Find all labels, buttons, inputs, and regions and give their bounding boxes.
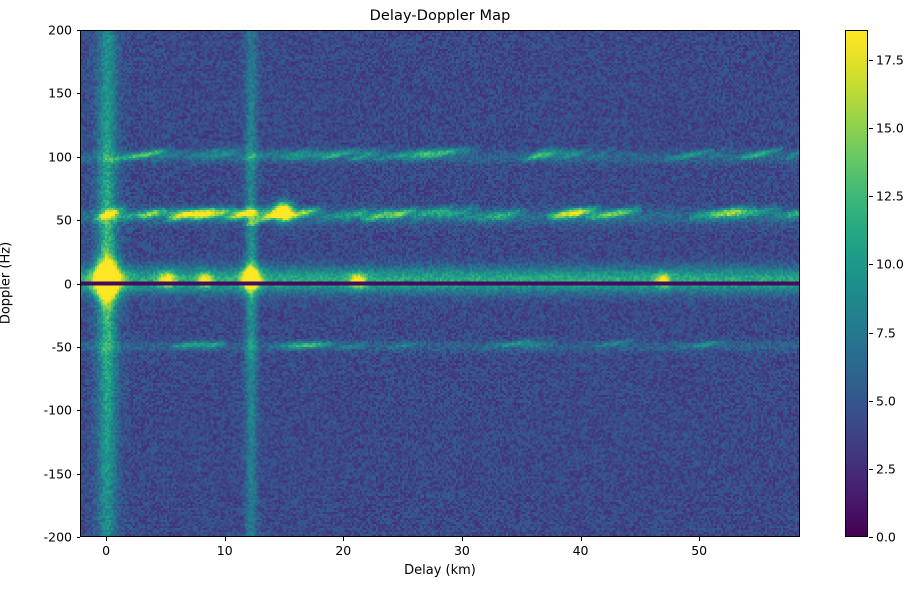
colorbar-tick-label: 7.5: [876, 325, 896, 341]
x-tick-label: 50: [691, 543, 708, 558]
delay-doppler-heatmap: [81, 31, 799, 536]
colorbar-tick-mark: [869, 332, 873, 334]
y-tick-mark: [76, 156, 80, 158]
x-tick-mark: [461, 537, 463, 541]
colorbar-tick-mark: [869, 264, 873, 266]
y-tick-label: 100: [48, 149, 72, 165]
colorbar-gradient: [845, 30, 868, 537]
colorbar-tick-label: 10.0: [876, 256, 904, 272]
colorbar-tick-label: 2.5: [876, 461, 896, 477]
y-tick-mark: [76, 346, 80, 348]
y-tick-mark: [76, 473, 80, 475]
x-tick-label: 30: [453, 543, 470, 558]
y-tick-label: -50: [51, 339, 72, 355]
x-tick-mark: [699, 537, 701, 541]
y-tick-label: 50: [56, 212, 72, 228]
chart-title: Delay-Doppler Map: [369, 8, 511, 24]
y-tick-label: 150: [48, 85, 72, 101]
heatmap-axes: [80, 30, 800, 537]
colorbar-tick-label: 5.0: [876, 393, 896, 409]
colorbar-tick-mark: [869, 400, 873, 402]
y-tick-mark: [76, 283, 80, 285]
y-axis-label: Doppler (Hz): [0, 241, 14, 325]
y-tick-label: 200: [48, 22, 72, 38]
colorbar-tick-label: 12.5: [876, 188, 904, 204]
y-tick-label: -150: [43, 466, 72, 482]
y-tick-mark: [76, 220, 80, 222]
colorbar-tick-label: 15.0: [876, 120, 904, 136]
colorbar-tick-label: 17.5: [876, 52, 904, 68]
x-tick-mark: [224, 537, 226, 541]
x-tick-mark: [106, 537, 108, 541]
y-tick-label: -200: [43, 529, 72, 545]
x-tick-mark: [580, 537, 582, 541]
colorbar-tick-mark: [869, 59, 873, 61]
y-tick-mark: [76, 537, 80, 538]
x-tick-label: 20: [335, 543, 352, 558]
colorbar-tick-mark: [869, 128, 873, 130]
y-tick-mark: [76, 93, 80, 95]
x-tick-mark: [343, 537, 345, 541]
y-tick-label: -100: [43, 402, 72, 418]
colorbar-tick-mark: [869, 196, 873, 198]
x-tick-label: 0: [102, 543, 111, 558]
x-tick-label: 40: [572, 543, 589, 558]
x-tick-label: 10: [216, 543, 233, 558]
y-tick-mark: [76, 30, 80, 31]
y-tick-label: 0: [64, 276, 72, 291]
colorbar-tick-mark: [869, 537, 873, 538]
colorbar-tick-label: 0.0: [876, 529, 896, 545]
y-tick-mark: [76, 410, 80, 412]
x-axis-label: Delay (km): [404, 563, 476, 578]
colorbar: [845, 30, 868, 537]
colorbar-tick-mark: [869, 468, 873, 470]
